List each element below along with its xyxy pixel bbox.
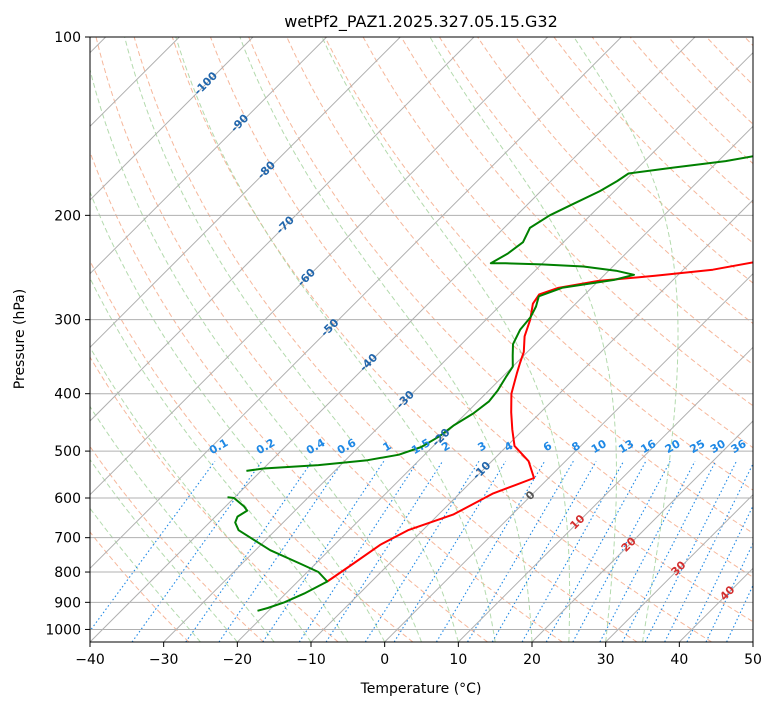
isotherm-line (457, 346, 753, 642)
dry-adiabat-line (90, 531, 190, 642)
isotherm-line (90, 37, 549, 496)
dry-adiabat-line (95, 37, 563, 642)
mixing-ratio-line (298, 460, 419, 642)
y-axis-label: Pressure (hPa) (12, 289, 28, 389)
moist-adiabat-line (90, 458, 238, 642)
y-tick-label: 200 (54, 208, 81, 224)
moist-adiabat-line (175, 37, 496, 642)
x-tick-label: 0 (380, 652, 389, 668)
x-tick-label: 10 (449, 652, 467, 668)
dry-adiabat-line (400, 37, 753, 407)
dry-adiabat-line (90, 259, 414, 642)
isotherm-line (310, 199, 753, 642)
x-tick-label: 40 (670, 652, 688, 668)
dry-adiabat-line (591, 37, 753, 204)
mixing-ratio-line (435, 460, 546, 642)
moist-adiabat-line (573, 37, 679, 642)
x-axis-label: Temperature (°C) (360, 681, 482, 697)
mixing-ratio-line (131, 460, 263, 642)
y-tick-label: 600 (54, 491, 81, 507)
isotherm-line (531, 420, 753, 642)
moist-adiabat-line (239, 37, 533, 642)
y-tick-label: 100 (54, 30, 81, 46)
moist-adiabat-line (90, 67, 422, 642)
isotherm-line (236, 125, 753, 642)
dry-adiabat-line (553, 37, 753, 244)
moist-adiabat-line (90, 405, 275, 642)
isotherm-line (163, 51, 753, 642)
dry-adiabat-line (438, 37, 753, 366)
isotherm-line (90, 37, 254, 201)
moist-adiabat-line (429, 37, 617, 642)
y-tick-label: 400 (54, 387, 81, 403)
isotherm-line (90, 37, 696, 642)
background-lines (90, 37, 753, 642)
mixing-ratio-line (393, 460, 507, 642)
isotherm-line (90, 37, 328, 275)
dry-adiabat-line (133, 37, 638, 642)
temperature-profile-line (326, 261, 753, 583)
dry-adiabat-line (210, 37, 753, 623)
moist-adiabat-line (90, 190, 386, 642)
dewpoint-profile-line (246, 155, 753, 472)
isotherm-line (605, 493, 753, 642)
y-tick-label: 500 (54, 444, 81, 460)
x-tick-label: 50 (744, 652, 762, 668)
y-tick-label: 700 (54, 531, 81, 547)
x-tick-label: 30 (597, 652, 615, 668)
moist-adiabat-line (90, 277, 349, 642)
y-tick-label: 1000 (45, 622, 81, 638)
y-tick-label: 300 (54, 313, 81, 329)
isotherm-line (90, 37, 475, 422)
x-tick-label: −20 (223, 652, 253, 668)
mixing-ratio-line (185, 460, 313, 642)
axis-ticks: −40 −30 −20 −10 0 10 20 30 40 50 1000 900 800 700 600 5… (45, 30, 762, 668)
x-tick-label: 20 (523, 652, 541, 668)
mixing-ratio-line (491, 460, 597, 642)
mixing-ratio-line (218, 460, 344, 642)
mixing-ratio-line (686, 504, 753, 642)
plot-frame (89, 36, 754, 643)
dewpoint-profile-line (227, 496, 329, 612)
isotherm-line (90, 37, 401, 349)
dry-adiabat-line (248, 37, 753, 578)
mixing-ratio-line (664, 462, 753, 642)
mixing-ratio-line (521, 460, 625, 642)
x-tick-label: −40 (75, 652, 105, 668)
mixing-ratio-line (644, 460, 737, 642)
moist-adiabat-line (124, 37, 459, 642)
dry-adiabat-line (286, 37, 753, 534)
dry-adiabat-line (477, 37, 753, 325)
mixing-ratio-line (545, 460, 647, 642)
data-series (227, 155, 753, 612)
x-tick-label: −30 (149, 652, 179, 668)
mixing-ratio-line (726, 584, 753, 642)
x-tick-label: −10 (296, 652, 326, 668)
isotherm-line (90, 37, 622, 570)
y-tick-label: 800 (54, 565, 81, 581)
y-tick-label: 900 (54, 595, 81, 611)
mixing-ratio-line (262, 460, 385, 642)
mixing-ratio-line (467, 460, 574, 642)
chart-title: wetPf2_PAZ1.2025.327.05.15.G32 (284, 12, 558, 32)
isotherm-line (384, 272, 753, 642)
mixing-ratio-line (90, 460, 216, 632)
dry-adiabat-line (171, 37, 712, 642)
mixing-ratio-line (705, 542, 753, 642)
dry-adiabat-line (90, 150, 488, 642)
dry-adiabat-line (324, 37, 753, 491)
